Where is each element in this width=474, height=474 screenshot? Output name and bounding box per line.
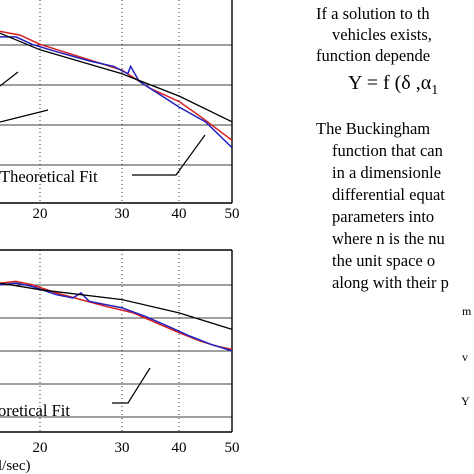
body-text-line-3: function depende [316,46,431,65]
body-text-line-5: function that can [332,141,443,160]
symbol-y: Y [461,394,470,408]
formula-text: Y = f (δ ,α [348,72,432,94]
body-text-line-11: along with their p [332,273,449,292]
panel-1-series-fit [0,32,233,123]
panel-1-x-tick-40: 40 [172,206,187,222]
panel-2-x-tick-40: 40 [172,440,187,456]
body-text-line-9: where n is the nu [332,229,445,248]
formula: Y = f (δ ,α1 [348,72,438,99]
panel-1-x-tick-20: 20 [33,206,48,222]
panel-2-annotation: oretical Fit [0,401,70,420]
body-text-line-10: the unit space o [332,251,436,270]
symbol-v: v [462,350,468,364]
panel-2-series-fit [0,282,233,331]
panel-2-x-tick-20: 20 [33,440,48,456]
body-text-line-6: in a dimensionle [332,163,442,182]
panel-2-series-measured_b [0,282,233,352]
panel-1-leader-upper [0,71,19,87]
formula-subscript: 1 [431,83,439,98]
panel-1-leader-lower [0,109,49,123]
panel-2-x-tick-50: 50 [225,440,240,456]
panel-2-annotation-leader [112,367,151,404]
panel-2-x-tick-30: 30 [115,440,130,456]
panel-1-series-measured_b [0,36,233,149]
body-text-line-4: The Buckingham [316,119,431,138]
body-text-line-8: parameters into [332,207,435,226]
panel-2-x-axis-label: l/sec) [0,458,30,474]
panel-1-annotation: Theoretical Fit [0,167,98,186]
body-text-line-7: differential equat [332,185,445,204]
panel-1-x-tick-50: 50 [225,206,240,222]
symbol-m: m [462,304,472,318]
body-text-line-2: vehicles exists, [332,25,432,44]
panel-1-annotation-leader [132,134,206,176]
body-text-line-1: If a solution to th [316,4,430,23]
panel-1-x-tick-30: 30 [115,206,130,222]
